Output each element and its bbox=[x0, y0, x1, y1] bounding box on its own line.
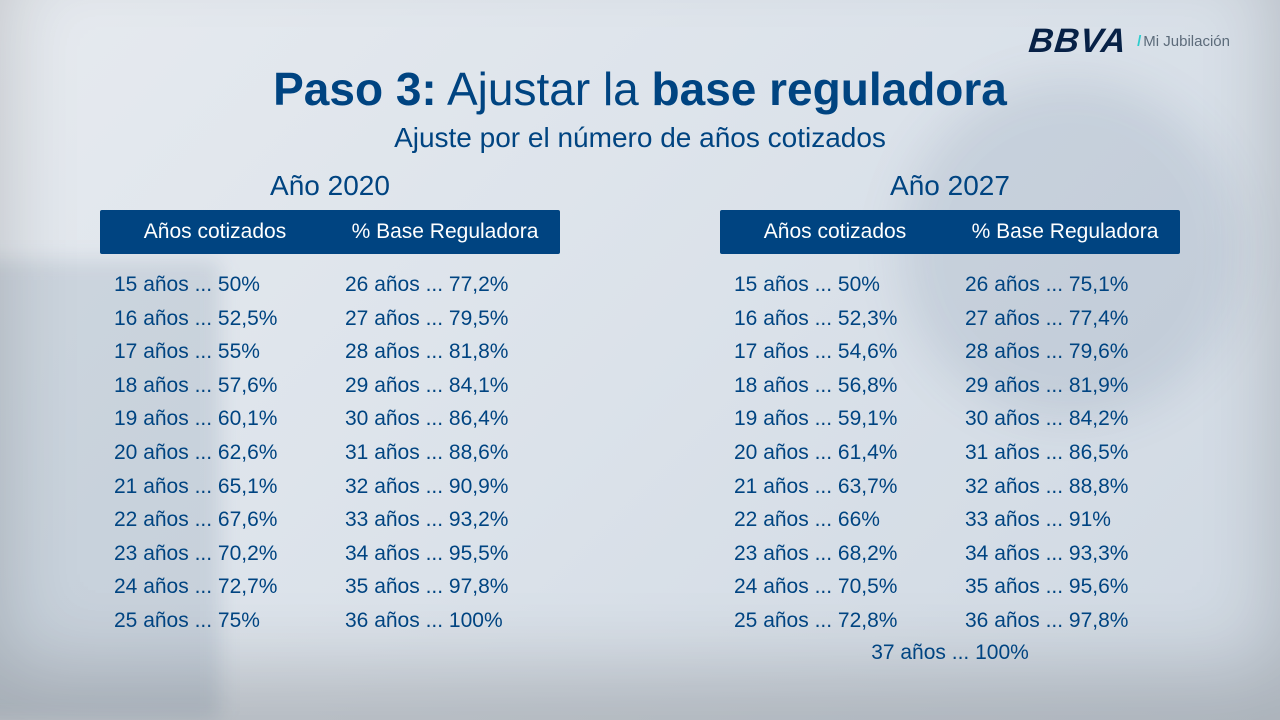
data-entry: 30 años ... 84,2% bbox=[965, 402, 1166, 436]
brand-sub-text: Mi Jubilación bbox=[1143, 33, 1230, 50]
data-entry: 35 años ... 97,8% bbox=[345, 570, 546, 604]
title-bold-suffix: base reguladora bbox=[652, 63, 1007, 115]
data-column: 15 años ... 50%16 años ... 52,5%17 años … bbox=[114, 268, 315, 638]
data-entry: 34 años ... 93,3% bbox=[965, 537, 1166, 571]
data-entry: 21 años ... 65,1% bbox=[114, 470, 315, 504]
title-bold-prefix: Paso 3: bbox=[273, 63, 437, 115]
data-entry: 17 años ... 54,6% bbox=[734, 335, 935, 369]
title-mid: Ajustar la bbox=[437, 63, 652, 115]
data-entry: 24 años ... 70,5% bbox=[734, 570, 935, 604]
data-entry: 19 años ... 60,1% bbox=[114, 402, 315, 436]
data-entry: 28 años ... 79,6% bbox=[965, 335, 1166, 369]
data-entry: 23 años ... 68,2% bbox=[734, 537, 935, 571]
slide-background: BBVA /Mi Jubilación Paso 3: Ajustar la b… bbox=[0, 0, 1280, 720]
brand-logo: BBVA bbox=[1027, 22, 1129, 61]
data-extra-row: 37 años ... 100% bbox=[720, 636, 1180, 670]
data-entry: 26 años ... 75,1% bbox=[965, 268, 1166, 302]
header-col-years: Años cotizados bbox=[720, 210, 950, 254]
brand-slash-icon: / bbox=[1137, 33, 1141, 50]
header-col-percent: % Base Reguladora bbox=[950, 210, 1180, 254]
data-entry: 16 años ... 52,5% bbox=[114, 302, 315, 336]
brand-area: BBVA /Mi Jubilación bbox=[1029, 22, 1230, 61]
data-entry: 18 años ... 57,6% bbox=[114, 369, 315, 403]
data-column: 26 años ... 77,2%27 años ... 79,5%28 año… bbox=[345, 268, 546, 638]
data-entry: 36 años ... 97,8% bbox=[965, 604, 1166, 638]
data-entry: 30 años ... 86,4% bbox=[345, 402, 546, 436]
data-entry: 31 años ... 86,5% bbox=[965, 436, 1166, 470]
data-column: 15 años ... 50%16 años ... 52,3%17 años … bbox=[734, 268, 935, 638]
data-entry: 23 años ... 70,2% bbox=[114, 537, 315, 571]
data-entry: 17 años ... 55% bbox=[114, 335, 315, 369]
year-block: Año 2020 Años cotizados% Base Reguladora 1… bbox=[100, 170, 560, 669]
year-title: Año 2020 bbox=[100, 170, 560, 202]
data-entry: 21 años ... 63,7% bbox=[734, 470, 935, 504]
data-entry: 34 años ... 95,5% bbox=[345, 537, 546, 571]
tables-container: Año 2020Años cotizados% Base Reguladora1… bbox=[100, 170, 1180, 669]
data-entry: 16 años ... 52,3% bbox=[734, 302, 935, 336]
header-col-percent: % Base Reguladora bbox=[330, 210, 560, 254]
data-entry: 19 años ... 59,1% bbox=[734, 402, 935, 436]
data-entry: 27 años ... 79,5% bbox=[345, 302, 546, 336]
data-entry: 20 años ... 61,4% bbox=[734, 436, 935, 470]
data-entry: 20 años ... 62,6% bbox=[114, 436, 315, 470]
data-entry: 22 años ... 66% bbox=[734, 503, 935, 537]
data-entry: 22 años ... 67,6% bbox=[114, 503, 315, 537]
year-title: Año 2027 bbox=[720, 170, 1180, 202]
data-entry: 32 años ... 90,9% bbox=[345, 470, 546, 504]
data-entry: 25 años ... 75% bbox=[114, 604, 315, 638]
data-entry: 15 años ... 50% bbox=[734, 268, 935, 302]
data-entry: 29 años ... 81,9% bbox=[965, 369, 1166, 403]
data-entry: 24 años ... 72,7% bbox=[114, 570, 315, 604]
data-column: 26 años ... 75,1%27 años ... 77,4%28 año… bbox=[965, 268, 1166, 638]
data-entry: 29 años ... 84,1% bbox=[345, 369, 546, 403]
data-entry: 32 años ... 88,8% bbox=[965, 470, 1166, 504]
data-entry: 27 años ... 77,4% bbox=[965, 302, 1166, 336]
data-entry: 33 años ... 93,2% bbox=[345, 503, 546, 537]
data-entry: 26 años ... 77,2% bbox=[345, 268, 546, 302]
data-entry: 35 años ... 95,6% bbox=[965, 570, 1166, 604]
page-title: Paso 3: Ajustar la base reguladora bbox=[0, 62, 1280, 116]
page-subtitle: Ajuste por el número de años cotizados bbox=[0, 122, 1280, 154]
table-header: Años cotizados% Base Reguladora bbox=[720, 210, 1180, 254]
brand-sub: /Mi Jubilación bbox=[1137, 33, 1230, 50]
data-grid: 15 años ... 50%16 años ... 52,5%17 años … bbox=[100, 268, 560, 638]
data-entry: 15 años ... 50% bbox=[114, 268, 315, 302]
data-entry: 25 años ... 72,8% bbox=[734, 604, 935, 638]
header-col-years: Años cotizados bbox=[100, 210, 330, 254]
year-block: Año 2027 Años cotizados% Base Reguladora 1… bbox=[720, 170, 1180, 669]
data-entry: 31 años ... 88,6% bbox=[345, 436, 546, 470]
data-entry: 36 años ... 100% bbox=[345, 604, 546, 638]
data-entry: 18 años ... 56,8% bbox=[734, 369, 935, 403]
data-entry: 28 años ... 81,8% bbox=[345, 335, 546, 369]
table-header: Años cotizados% Base Reguladora bbox=[100, 210, 560, 254]
data-grid: 15 años ... 50%16 años ... 52,3%17 años … bbox=[720, 268, 1180, 638]
data-entry: 33 años ... 91% bbox=[965, 503, 1166, 537]
